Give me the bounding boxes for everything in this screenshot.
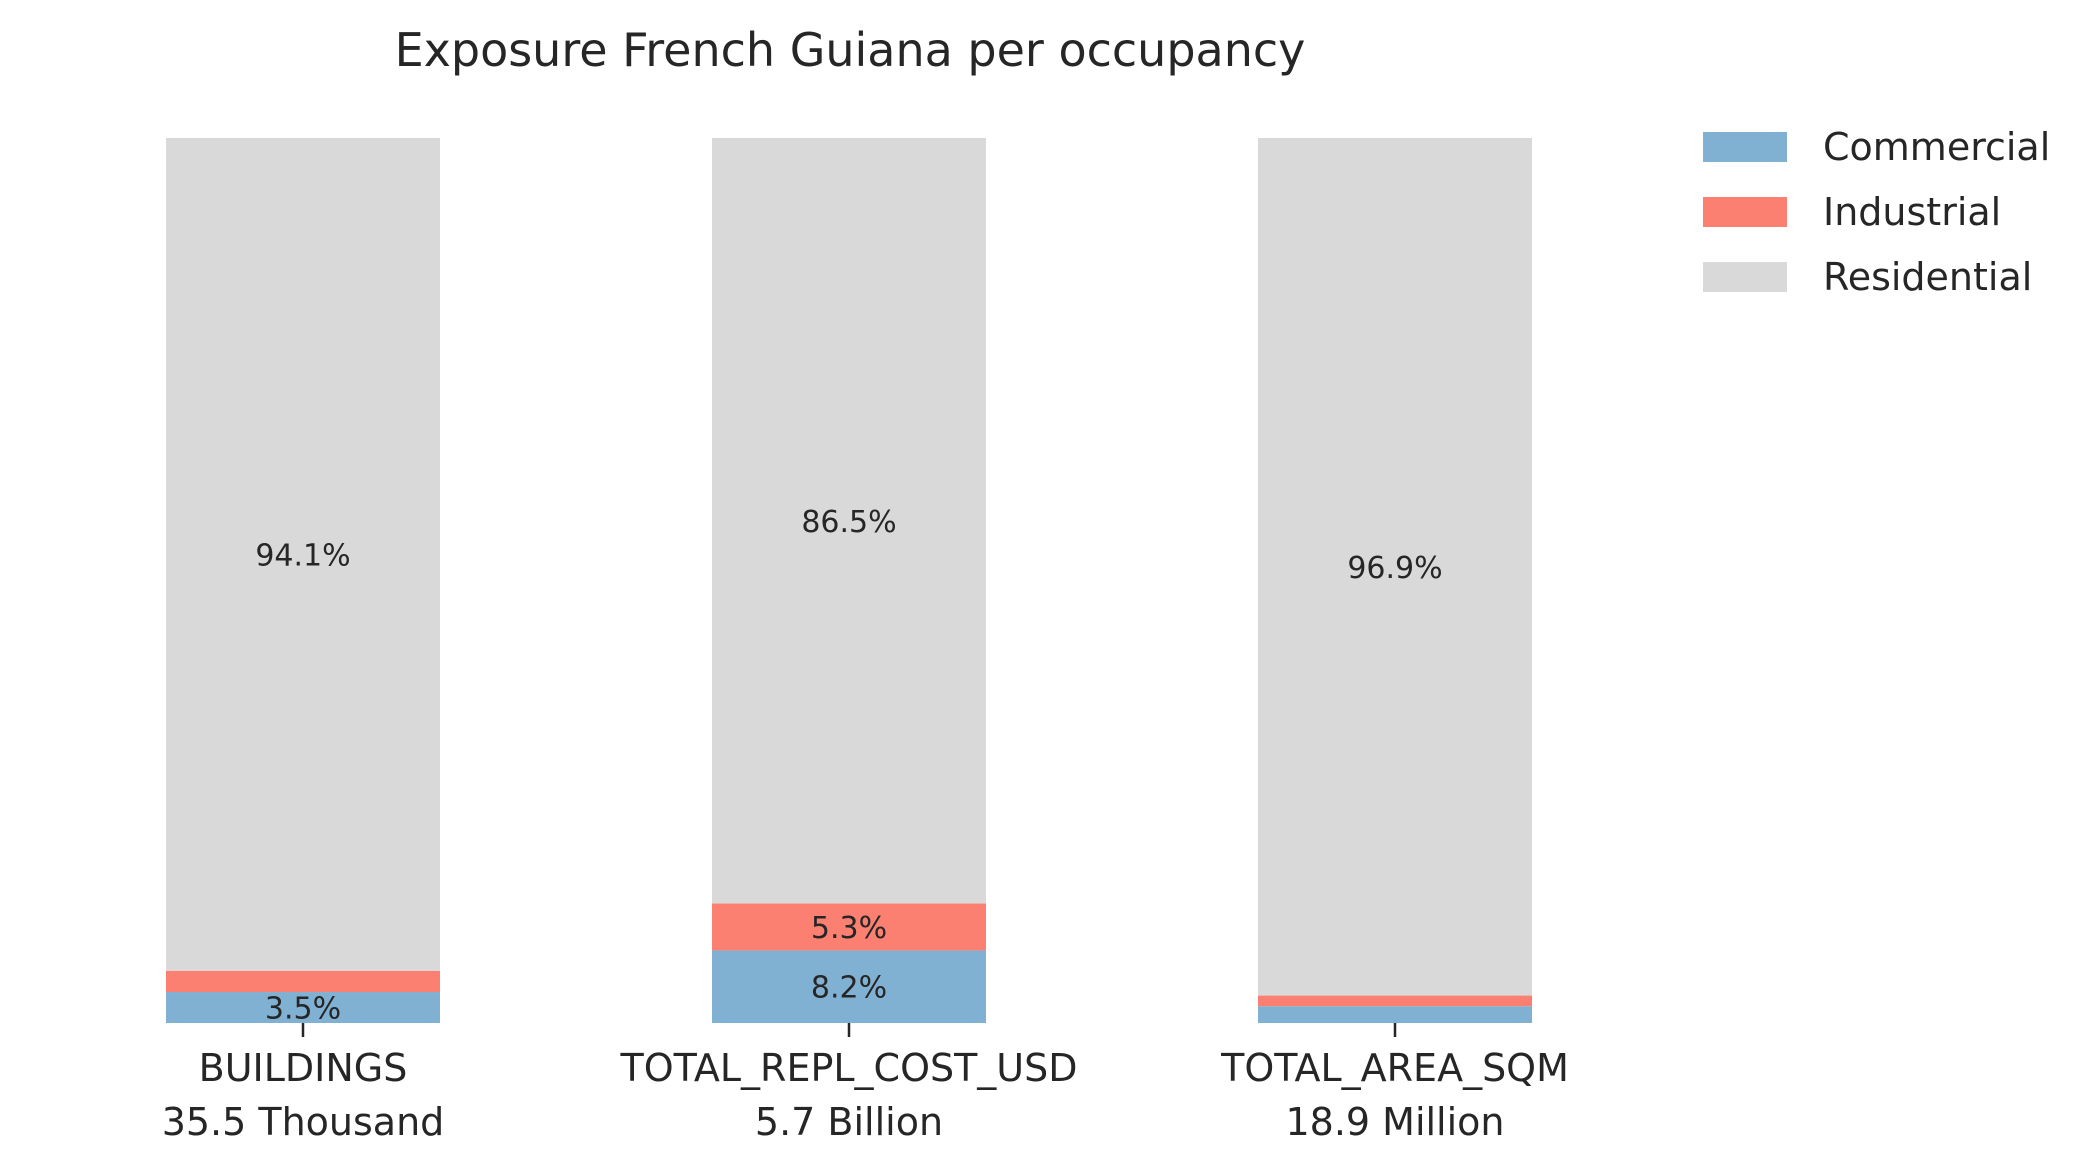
data-labels: 3.5% 94.1% 8.2% 5.3% 86.5% 96.9% [255,505,1442,1027]
x-axis: BUILDINGS 35.5 Thousand TOTAL_REPL_COST_US… [162,1023,1569,1144]
legend-label-industrial: Industrial [1823,190,2001,234]
legend-swatch-industrial [1703,197,1787,227]
legend-label-commercial: Commercial [1823,125,2050,169]
bar-segment-residential-total-repl-cost-usd [712,138,986,904]
bar-segment-commercial-total-area-sqm [1258,1006,1532,1023]
data-label-commercial-total-repl-cost-usd: 8.2% [811,971,887,1006]
legend: Commercial Industrial Residential [1703,125,2050,299]
bar-segment-industrial-total-area-sqm [1258,995,1532,1007]
bar-segment-residential-total-area-sqm [1258,138,1532,996]
bar-segment-commercial-buildings [166,992,440,1023]
x-tick-label-total-repl-cost-usd: TOTAL_REPL_COST_USD [619,1046,1077,1090]
bar-segment-residential-buildings [166,138,440,971]
data-label-residential-total-area-sqm: 96.9% [1347,551,1442,586]
x-tick-total-buildings: 35.5 Thousand [162,1100,445,1144]
legend-label-residential: Residential [1823,255,2032,299]
x-tick-label-total-area-sqm: TOTAL_AREA_SQM [1220,1046,1569,1090]
chart-title: Exposure French Guiana per occupancy [395,23,1306,77]
x-tick-total-total-repl-cost-usd: 5.7 Billion [755,1100,943,1144]
data-label-commercial-buildings: 3.5% [265,992,341,1027]
bar-segment-commercial-total-repl-cost-usd [712,950,986,1023]
bar-segment-industrial-buildings [166,970,440,993]
bars-layer [166,138,1532,1023]
data-label-residential-buildings: 94.1% [255,538,350,573]
x-tick-total-total-area-sqm: 18.9 Million [1285,1100,1504,1144]
legend-swatch-commercial [1703,132,1787,162]
data-label-residential-total-repl-cost-usd: 86.5% [801,505,896,540]
legend-swatch-residential [1703,262,1787,292]
bar-segment-industrial-total-repl-cost-usd [712,903,986,951]
data-label-industrial-total-repl-cost-usd: 5.3% [811,911,887,946]
x-tick-label-buildings: BUILDINGS [199,1046,408,1090]
